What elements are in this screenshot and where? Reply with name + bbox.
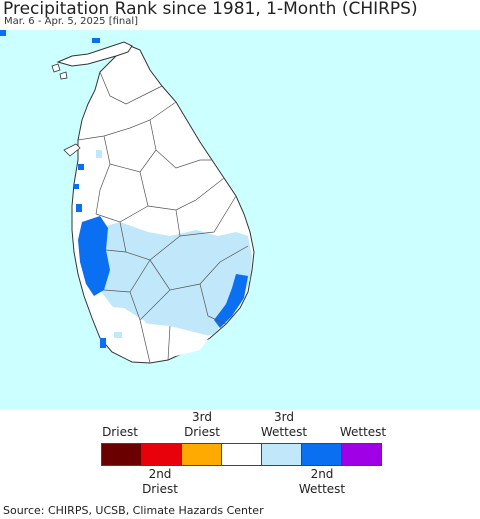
wet-pixel-2 — [74, 184, 79, 189]
legend-swatch-3 — [222, 444, 262, 465]
source-credit: Source: CHIRPS, UCSB, Climate Hazards Ce… — [3, 504, 264, 517]
second-wettest-west — [78, 216, 110, 296]
legend-label-driest: Driest — [102, 425, 138, 439]
legend-label-2nd-wettest: 2nd Wettest — [298, 467, 346, 496]
district-boundaries — [77, 71, 249, 364]
legend-label-3rd-driest: 3rd Driest — [184, 410, 220, 439]
wet-pixel-8 — [114, 332, 122, 338]
legend-label-2nd-driest: 2nd Driest — [142, 467, 178, 496]
legend-color-scale — [101, 443, 382, 466]
north-island-1 — [51, 63, 61, 73]
legend-swatch-5 — [302, 444, 342, 465]
legend-label-3rd-wettest: 3rd Wettest — [260, 410, 308, 439]
wet-pixel-6 — [0, 30, 6, 36]
wet-pixel-1 — [78, 164, 84, 170]
normal-southeast-pocket — [160, 330, 210, 356]
map-title: Precipitation Rank since 1981, 1-Month (… — [3, 0, 418, 19]
jaffna-peninsula — [56, 41, 133, 67]
north-island-2 — [59, 71, 68, 80]
legend-swatch-4 — [262, 444, 302, 465]
wet-pixel-7 — [92, 38, 100, 43]
wet-pixel-5 — [100, 338, 106, 348]
normal-south-pocket — [100, 306, 146, 348]
wetter-region — [86, 222, 252, 338]
map-subtitle: Mar. 6 - Apr. 5, 2025 [final] — [4, 16, 139, 27]
mannar-island — [63, 143, 81, 157]
second-wettest-southeast — [214, 274, 248, 328]
legend-label-wettest: Wettest — [339, 425, 387, 439]
legend-swatch-2 — [182, 444, 222, 465]
legend-swatch-6 — [342, 444, 381, 465]
wet-pixel-4 — [96, 150, 102, 158]
map-area — [0, 30, 480, 410]
wet-pixel-3 — [76, 204, 82, 212]
sri-lanka-map — [0, 30, 255, 364]
legend-swatch-0 — [102, 444, 142, 465]
legend-swatch-1 — [142, 444, 182, 465]
legend: Driest 3rd Driest 3rd Wettest Wettest 2n… — [0, 410, 480, 500]
